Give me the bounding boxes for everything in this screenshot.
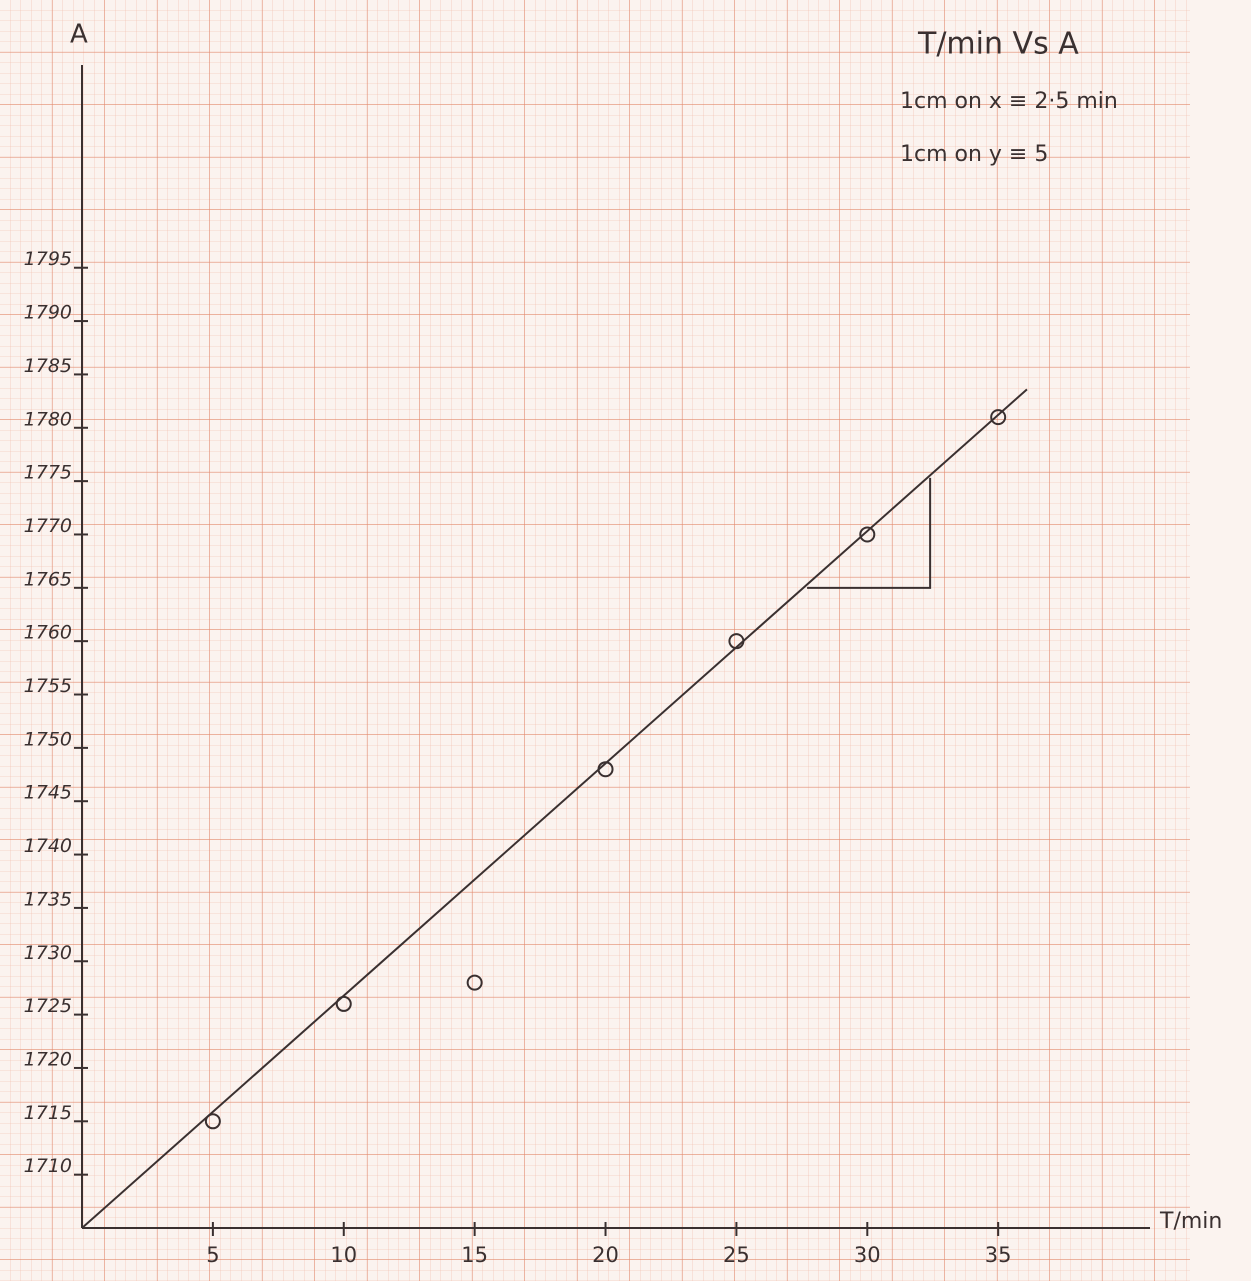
y-tick-label: 1720 [24,1048,72,1070]
x-tick-label: 15 [461,1243,488,1267]
x-tick-label: 5 [206,1243,219,1267]
y-tick-label: 1765 [24,568,72,590]
x-tick-label: 10 [330,1243,357,1267]
chart-title: T/min Vs A [917,27,1079,62]
note: 1cm on y ≡ 5 [900,142,1048,167]
y-tick-label: 1715 [24,1102,72,1124]
y-axis-label: A [70,20,88,50]
y-tick-label: 1750 [24,728,72,750]
x-axis-label: T/min [1159,1209,1222,1234]
y-tick-label: 1790 [24,302,72,324]
y-tick-label: 1710 [24,1155,72,1177]
x-tick-label: 35 [985,1243,1012,1267]
chart: A T/min T/min Vs A 1cm on x ≡ 2·5 min 1c… [0,0,1251,1281]
x-tick-label: 20 [592,1243,619,1267]
y-tick-label: 1730 [24,942,72,964]
y-tick-label: 1780 [24,408,72,430]
y-tick-label: 1785 [24,355,72,377]
y-tick-label: 1735 [24,888,72,910]
y-tick-label: 1775 [24,462,72,484]
graph-paper [0,0,1190,1281]
y-tick-label: 1760 [24,622,72,644]
y-tick-label: 1795 [24,248,72,270]
y-tick-label: 1755 [24,675,72,697]
page: A T/min T/min Vs A 1cm on x ≡ 2·5 min 1c… [0,0,1251,1281]
note: 1cm on x ≡ 2·5 min [900,89,1118,114]
x-tick-label: 25 [723,1243,750,1267]
y-tick-label: 1770 [24,515,72,537]
y-tick-label: 1745 [24,782,72,804]
y-tick-label: 1725 [24,995,72,1017]
y-tick-label: 1740 [24,835,72,857]
x-tick-label: 30 [854,1243,881,1267]
